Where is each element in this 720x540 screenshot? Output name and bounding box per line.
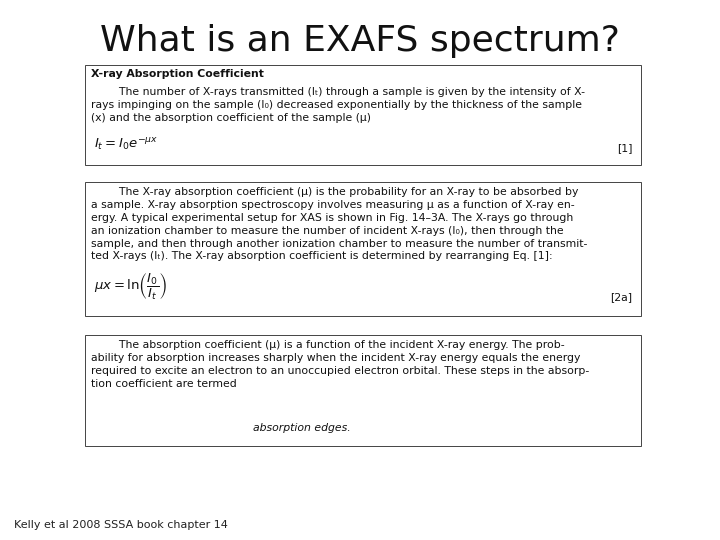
Text: [1]: [1] (616, 143, 632, 153)
Bar (85, 65, 641, 165)
Text: [2a]: [2a] (610, 292, 632, 302)
Bar (85, 335, 641, 446)
Text: $\mu x = \ln\!\left(\dfrac{I_0}{I_t}\right)$: $\mu x = \ln\!\left(\dfrac{I_0}{I_t}\rig… (94, 272, 167, 302)
Text: absorption edges.: absorption edges. (253, 422, 351, 433)
Bar (85, 182, 641, 316)
Text: Kelly et al 2008 SSSA book chapter 14: Kelly et al 2008 SSSA book chapter 14 (14, 520, 228, 530)
Text: X-ray Absorption Coefficient: X-ray Absorption Coefficient (91, 69, 264, 79)
Text: $I_t = I_0e^{-\mu x}$: $I_t = I_0e^{-\mu x}$ (94, 137, 158, 153)
Text: The number of X-rays transmitted (Iₜ) through a sample is given by the intensity: The number of X-rays transmitted (Iₜ) th… (91, 87, 585, 123)
Text: What is an EXAFS spectrum?: What is an EXAFS spectrum? (100, 24, 620, 58)
Text: The X-ray absorption coefficient (μ) is the probability for an X-ray to be absor: The X-ray absorption coefficient (μ) is … (91, 187, 587, 261)
Text: The absorption coefficient (μ) is a function of the incident X-ray energy. The p: The absorption coefficient (μ) is a func… (91, 340, 589, 389)
